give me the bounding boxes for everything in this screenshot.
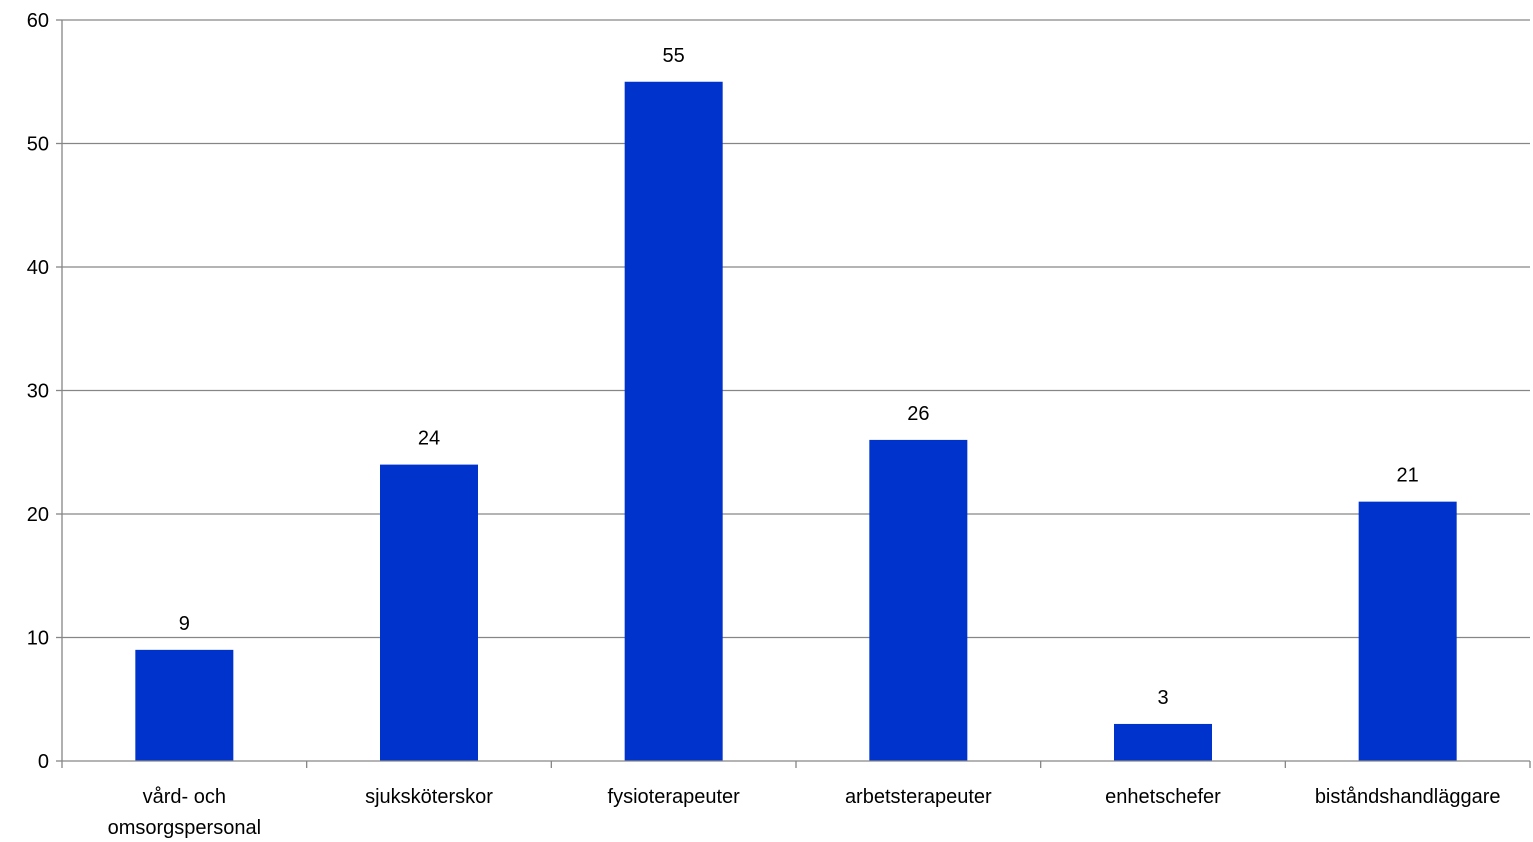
gridlines [62,19,1530,639]
data-label: 55 [663,45,685,67]
x-category-label: enhetschefer [1105,786,1221,808]
bar [135,649,234,761]
x-category-label: fysioterapeuter [608,786,741,808]
x-category-label: sjuksköterskor [365,786,493,808]
bars [135,81,1457,761]
y-tick-label: 0 [38,751,49,773]
y-tick-label: 30 [27,381,49,403]
bar [624,81,723,761]
x-category-label: arbetsterapeuter [845,786,992,808]
bar [1114,723,1212,761]
data-label: 21 [1397,465,1419,487]
y-tick-label: 50 [27,134,49,156]
x-category-label-line: enhetschefer [1105,786,1221,808]
x-category-label-line: biståndshandläggare [1315,786,1501,808]
x-category-label: biståndshandläggare [1315,786,1501,808]
x-category-label-line: fysioterapeuter [608,786,741,808]
x-category-label-line: arbetsterapeuter [845,786,992,808]
x-category-label-line: vård- och [143,786,226,808]
x-category-label-line: omsorgspersonal [108,817,261,839]
bar [380,464,478,761]
labels: 0 10 20 30 40 50 60 9 vård- och omsorgspersonal 24… [27,10,1501,839]
x-category-label-line: sjuksköterskor [365,786,493,808]
bar [1358,501,1457,761]
bar [869,439,968,761]
data-label: 3 [1157,687,1168,709]
y-tick-label: 10 [27,628,49,650]
y-tick-label: 20 [27,504,49,526]
data-label: 9 [179,613,190,635]
data-label: 26 [907,403,929,425]
y-tick-label: 60 [27,10,49,32]
x-category-label: vård- och omsorgspersonal [108,786,261,839]
axes [56,19,1531,768]
y-tick-label: 40 [27,257,49,279]
data-label: 24 [418,428,440,450]
